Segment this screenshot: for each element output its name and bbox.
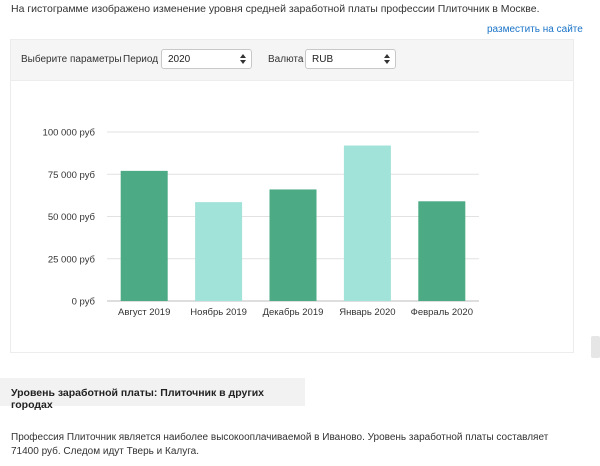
choose-params-label: Выберите параметры [21, 54, 122, 65]
bar-3[interactable] [269, 189, 317, 301]
other-cities-heading-bar: Уровень заработной платы: Плиточник в др… [0, 378, 305, 411]
currency-select-value: RUB [312, 54, 334, 65]
y-tick-label: 0 руб [72, 297, 96, 308]
bar-1[interactable] [120, 170, 168, 301]
y-axis-tick-labels: 0 руб 25 000 руб 50 000 руб 75 000 руб 100 0… [43, 128, 96, 308]
y-tick-label: 50 000 руб [48, 212, 96, 223]
parameters-bar: Выберите параметры Период 2020 Валюта RU… [11, 40, 573, 81]
chart-bars [120, 145, 466, 301]
intro-text: На гистограмме изображено изменение уров… [11, 3, 540, 15]
currency-select[interactable]: RUB [305, 49, 396, 69]
scrollbar-thumb[interactable] [591, 336, 600, 358]
bar-5[interactable] [418, 201, 466, 301]
y-tick-label: 25 000 руб [48, 254, 96, 265]
y-tick-label: 100 000 руб [43, 128, 96, 139]
other-cities-heading: Уровень заработной платы: Плиточник в др… [11, 387, 264, 411]
period-select-value: 2020 [168, 54, 191, 65]
x-tick-label: Январь 2020 [339, 307, 395, 318]
select-arrows-icon [383, 52, 391, 66]
place-on-site-link[interactable]: разместить на сайте [487, 24, 583, 35]
other-cities-text: Профессия Плиточник является наиболее вы… [11, 432, 549, 457]
x-tick-label: Август 2019 [118, 307, 170, 318]
salary-bar-chart: 0 руб 25 000 руб 50 000 руб 75 000 руб 100 0… [43, 128, 479, 318]
bar-4[interactable] [343, 145, 391, 301]
x-tick-label: Ноябрь 2019 [190, 307, 247, 318]
period-select[interactable]: 2020 [161, 49, 252, 69]
currency-label: Валюта [268, 54, 304, 65]
x-tick-label: Февраль 2020 [411, 307, 473, 318]
bar-2[interactable] [195, 202, 243, 301]
salary-chart-panel: Выберите параметры Период 2020 Валюта RU… [10, 39, 574, 353]
x-tick-label: Декабрь 2019 [263, 307, 324, 318]
select-arrows-icon [239, 52, 247, 66]
y-tick-label: 75 000 руб [48, 170, 96, 181]
x-axis-tick-labels: Август 2019 Ноябрь 2019 Декабрь 2019 Январь… [118, 307, 473, 318]
period-label: Период [123, 54, 159, 65]
